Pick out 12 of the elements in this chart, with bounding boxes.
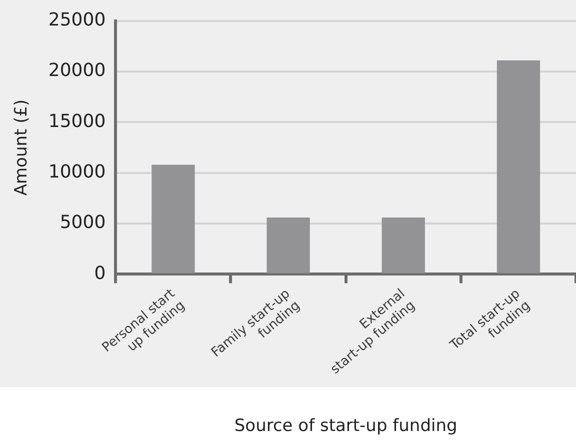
bar	[266, 217, 310, 274]
y-tick-label: 0	[94, 262, 106, 284]
bar	[152, 164, 195, 274]
y-axis-title: Amount (£)	[12, 99, 32, 196]
y-tick-label: 5000	[60, 212, 106, 234]
bar	[382, 217, 425, 274]
bar	[496, 60, 540, 274]
y-tick-label: 25000	[48, 9, 106, 30]
x-axis-title: Source of start-up funding	[234, 416, 458, 436]
y-tick-label: 20000	[48, 60, 106, 82]
y-tick-label: 15000	[48, 110, 106, 132]
y-tick-label: 10000	[48, 162, 106, 183]
